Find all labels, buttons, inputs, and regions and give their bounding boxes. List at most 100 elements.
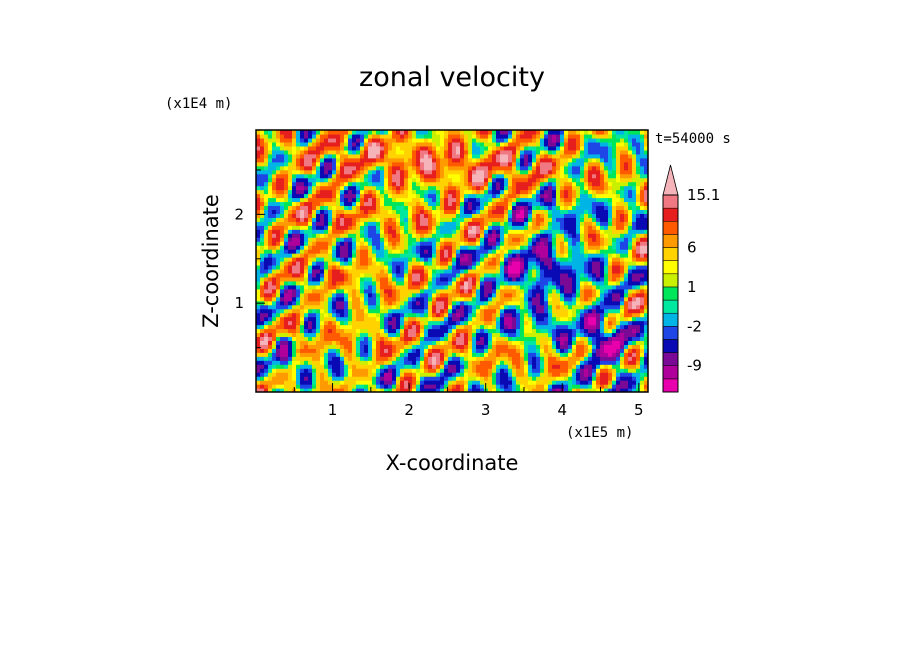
- heatmap-cell: [496, 193, 501, 199]
- heatmap-cell: [340, 221, 345, 226]
- heatmap-cell: [628, 249, 633, 254]
- heatmap-cell: [472, 249, 477, 254]
- heatmap-cell: [592, 348, 597, 353]
- heatmap-cell: [388, 217, 393, 222]
- heatmap-cell: [588, 356, 593, 361]
- heatmap-cell: [300, 340, 305, 345]
- heatmap-cell: [336, 189, 341, 195]
- heatmap-cell: [276, 237, 281, 242]
- heatmap-cell: [412, 384, 417, 389]
- heatmap-cell: [408, 217, 413, 222]
- heatmap-cell: [380, 225, 385, 230]
- heatmap-cell: [408, 356, 413, 361]
- heatmap-cell: [624, 388, 629, 392]
- heatmap-cell: [576, 217, 581, 222]
- heatmap-cell: [268, 356, 273, 361]
- heatmap-cell: [476, 296, 481, 302]
- heatmap-cell: [516, 233, 521, 238]
- heatmap-cell: [568, 312, 573, 318]
- heatmap-cell: [472, 388, 477, 392]
- heatmap-cell: [412, 368, 417, 373]
- heatmap-cell: [308, 189, 313, 195]
- heatmap-cell: [564, 225, 569, 230]
- heatmap-cell: [472, 280, 477, 286]
- heatmap-cell: [452, 300, 457, 306]
- heatmap-cell: [604, 356, 609, 361]
- heatmap-cell: [620, 189, 625, 195]
- heatmap-cell: [508, 209, 513, 214]
- heatmap-cell: [508, 352, 513, 357]
- heatmap-cell: [636, 272, 641, 278]
- heatmap-cell: [560, 316, 565, 322]
- heatmap-cell: [392, 253, 397, 258]
- heatmap-cell: [500, 324, 505, 330]
- heatmap-cell: [284, 205, 289, 210]
- heatmap-cell: [444, 205, 449, 210]
- heatmap-cell: [484, 296, 489, 302]
- heatmap-cell: [256, 340, 261, 345]
- heatmap-cell: [604, 189, 609, 195]
- heatmap-cell: [312, 253, 317, 258]
- heatmap-cell: [372, 284, 377, 290]
- heatmap-cell: [384, 280, 389, 286]
- heatmap-cell: [612, 193, 617, 199]
- heatmap-cell: [412, 241, 417, 246]
- heatmap-cell: [308, 249, 313, 254]
- heatmap-cell: [284, 229, 289, 234]
- heatmap-cell: [548, 344, 553, 349]
- heatmap-cell: [564, 344, 569, 349]
- heatmap-cell: [444, 356, 449, 361]
- heatmap-cell: [536, 372, 541, 377]
- heatmap-cell: [532, 280, 537, 286]
- heatmap-cell: [464, 292, 469, 298]
- heatmap-cell: [408, 312, 413, 318]
- heatmap-cell: [576, 336, 581, 341]
- heatmap-cell: [328, 300, 333, 306]
- heatmap-cell: [584, 384, 589, 389]
- heatmap-cell: [420, 209, 425, 214]
- heatmap-cell: [508, 197, 513, 203]
- heatmap-cell: [404, 217, 409, 222]
- heatmap-cell: [280, 328, 285, 334]
- heatmap-cell: [368, 213, 373, 218]
- heatmap-cell: [344, 380, 349, 385]
- heatmap-cell: [264, 197, 269, 203]
- heatmap-cell: [380, 245, 385, 250]
- heatmap-cell: [460, 304, 465, 310]
- heatmap-cell: [424, 272, 429, 278]
- heatmap-cell: [568, 304, 573, 310]
- heatmap-cell: [272, 336, 277, 341]
- heatmap-cell: [300, 237, 305, 242]
- heatmap-cell: [572, 380, 577, 385]
- heatmap-cell: [384, 368, 389, 373]
- heatmap-cell: [456, 261, 461, 266]
- heatmap-cell: [520, 249, 525, 254]
- heatmap-cell: [292, 380, 297, 385]
- heatmap-cell: [348, 372, 353, 377]
- heatmap-cell: [608, 308, 613, 314]
- heatmap-cell: [392, 193, 397, 199]
- heatmap-cell: [524, 388, 529, 392]
- heatmap-cell: [484, 213, 489, 218]
- heatmap-cell: [484, 193, 489, 199]
- heatmap-cell: [404, 249, 409, 254]
- heatmap-cell: [476, 284, 481, 290]
- heatmap-cell: [276, 304, 281, 310]
- heatmap-cell: [448, 364, 453, 369]
- heatmap-cell: [472, 201, 477, 207]
- heatmap-cell: [504, 316, 509, 322]
- heatmap-cell: [328, 253, 333, 258]
- heatmap-cell: [408, 268, 413, 274]
- heatmap-cell: [624, 261, 629, 266]
- heatmap-cell: [480, 328, 485, 334]
- heatmap-cell: [460, 205, 465, 210]
- heatmap-cell: [512, 217, 517, 222]
- heatmap-cell: [408, 308, 413, 314]
- heatmap-cell: [516, 280, 521, 286]
- heatmap-cell: [384, 320, 389, 326]
- heatmap-cell: [492, 264, 497, 270]
- heatmap-cell: [408, 201, 413, 207]
- heatmap-cell: [644, 328, 648, 334]
- heatmap-cell: [376, 320, 381, 326]
- heatmap-cell: [408, 320, 413, 326]
